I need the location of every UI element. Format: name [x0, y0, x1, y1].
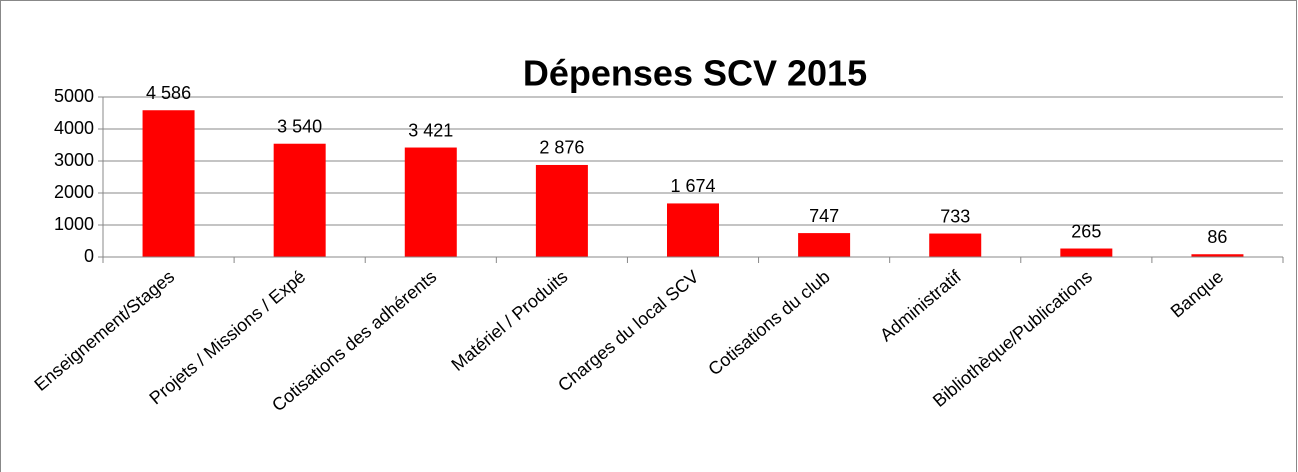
- data-label: 4 586: [146, 83, 191, 103]
- bar: [667, 203, 719, 257]
- y-tick-label: 1000: [54, 214, 94, 234]
- bar: [273, 143, 326, 257]
- y-tick-label: 3000: [54, 150, 94, 170]
- data-label: 1 674: [670, 176, 715, 196]
- bar: [1191, 254, 1244, 257]
- bar: [142, 110, 195, 257]
- data-label: 2 876: [539, 138, 584, 158]
- data-label: 3 540: [277, 116, 322, 136]
- data-label: 747: [809, 206, 839, 226]
- y-tick-label: 5000: [54, 86, 94, 106]
- data-label: 3 421: [408, 120, 453, 140]
- y-tick-label: 4000: [54, 118, 94, 138]
- chart-title: Dépenses SCV 2015: [523, 53, 867, 94]
- y-tick-label: 2000: [54, 182, 94, 202]
- bar: [929, 233, 982, 257]
- data-label: 733: [940, 206, 970, 226]
- y-tick-label: 0: [84, 246, 94, 266]
- bar: [1060, 248, 1113, 257]
- bar: [535, 164, 588, 257]
- data-label: 86: [1207, 227, 1227, 247]
- data-label: 265: [1071, 221, 1101, 241]
- bar: [404, 147, 457, 257]
- bar: [798, 233, 851, 257]
